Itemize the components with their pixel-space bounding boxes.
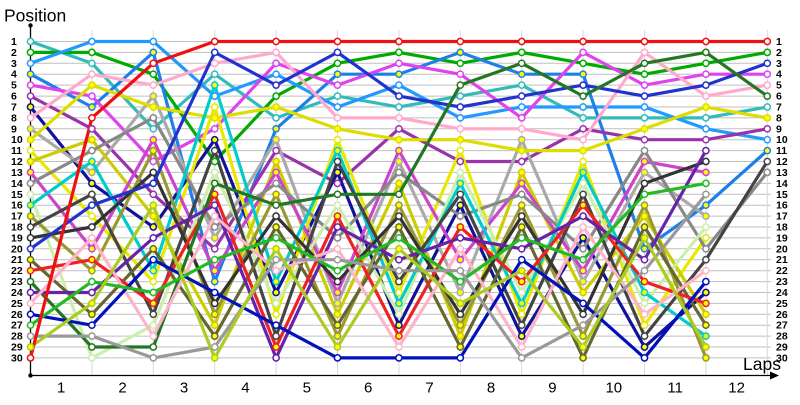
svg-text:14: 14: [776, 178, 788, 190]
svg-text:4: 4: [11, 69, 17, 81]
svg-text:11: 11: [11, 145, 22, 157]
svg-text:4: 4: [776, 69, 782, 81]
svg-text:6: 6: [364, 380, 372, 397]
svg-text:9: 9: [548, 380, 556, 397]
svg-text:30: 30: [11, 352, 23, 364]
svg-text:6: 6: [776, 91, 782, 103]
svg-text:16: 16: [11, 200, 23, 212]
svg-text:28: 28: [776, 331, 788, 343]
svg-text:17: 17: [776, 211, 788, 223]
svg-text:7: 7: [776, 102, 782, 114]
svg-text:12: 12: [11, 156, 23, 168]
svg-text:24: 24: [11, 287, 23, 299]
svg-text:Laps: Laps: [743, 354, 781, 374]
svg-text:17: 17: [11, 211, 23, 223]
svg-text:3: 3: [180, 380, 188, 397]
svg-text:24: 24: [776, 287, 788, 299]
svg-text:8: 8: [11, 112, 17, 124]
svg-text:23: 23: [776, 276, 788, 288]
svg-text:5: 5: [776, 80, 782, 92]
svg-text:25: 25: [776, 298, 788, 310]
svg-text:14: 14: [11, 178, 23, 190]
svg-text:29: 29: [776, 342, 788, 354]
svg-text:26: 26: [11, 309, 23, 321]
svg-text:8: 8: [776, 112, 782, 124]
svg-text:20: 20: [11, 243, 23, 255]
svg-text:30: 30: [776, 352, 788, 364]
svg-text:7: 7: [425, 380, 433, 397]
svg-text:21: 21: [11, 254, 23, 266]
svg-text:25: 25: [11, 298, 23, 310]
svg-text:3: 3: [776, 58, 782, 70]
svg-text:5: 5: [303, 380, 311, 397]
svg-text:13: 13: [11, 167, 23, 179]
svg-text:Position: Position: [4, 6, 66, 26]
svg-text:16: 16: [776, 200, 788, 212]
svg-text:10: 10: [11, 134, 23, 146]
svg-text:12: 12: [728, 380, 745, 397]
svg-text:9: 9: [11, 123, 17, 135]
svg-text:18: 18: [11, 222, 23, 234]
svg-text:9: 9: [776, 123, 782, 135]
svg-text:27: 27: [11, 320, 23, 332]
svg-text:12: 12: [776, 156, 788, 168]
svg-text:10: 10: [605, 380, 622, 397]
svg-text:11: 11: [776, 145, 787, 157]
svg-text:20: 20: [776, 243, 788, 255]
svg-text:19: 19: [776, 232, 788, 244]
svg-text:2: 2: [118, 380, 126, 397]
svg-text:1: 1: [11, 36, 17, 48]
svg-text:15: 15: [776, 189, 788, 201]
svg-text:22: 22: [11, 265, 23, 277]
svg-text:22: 22: [776, 265, 788, 277]
svg-text:5: 5: [11, 80, 17, 92]
svg-text:3: 3: [11, 58, 17, 70]
svg-text:28: 28: [11, 331, 23, 343]
svg-text:10: 10: [776, 134, 788, 146]
svg-text:1: 1: [57, 380, 65, 397]
svg-text:7: 7: [11, 102, 17, 114]
svg-text:2: 2: [11, 47, 17, 59]
svg-text:19: 19: [11, 232, 23, 244]
svg-text:18: 18: [776, 222, 788, 234]
svg-text:8: 8: [487, 380, 495, 397]
svg-text:11: 11: [667, 380, 683, 397]
svg-text:13: 13: [776, 167, 788, 179]
svg-text:15: 15: [11, 189, 23, 201]
svg-text:4: 4: [241, 380, 249, 397]
svg-text:23: 23: [11, 276, 23, 288]
svg-text:29: 29: [11, 342, 23, 354]
svg-text:6: 6: [11, 91, 17, 103]
svg-text:27: 27: [776, 320, 788, 332]
svg-text:26: 26: [776, 309, 788, 321]
svg-text:21: 21: [776, 254, 788, 266]
svg-text:1: 1: [776, 36, 782, 48]
svg-text:2: 2: [776, 47, 782, 59]
